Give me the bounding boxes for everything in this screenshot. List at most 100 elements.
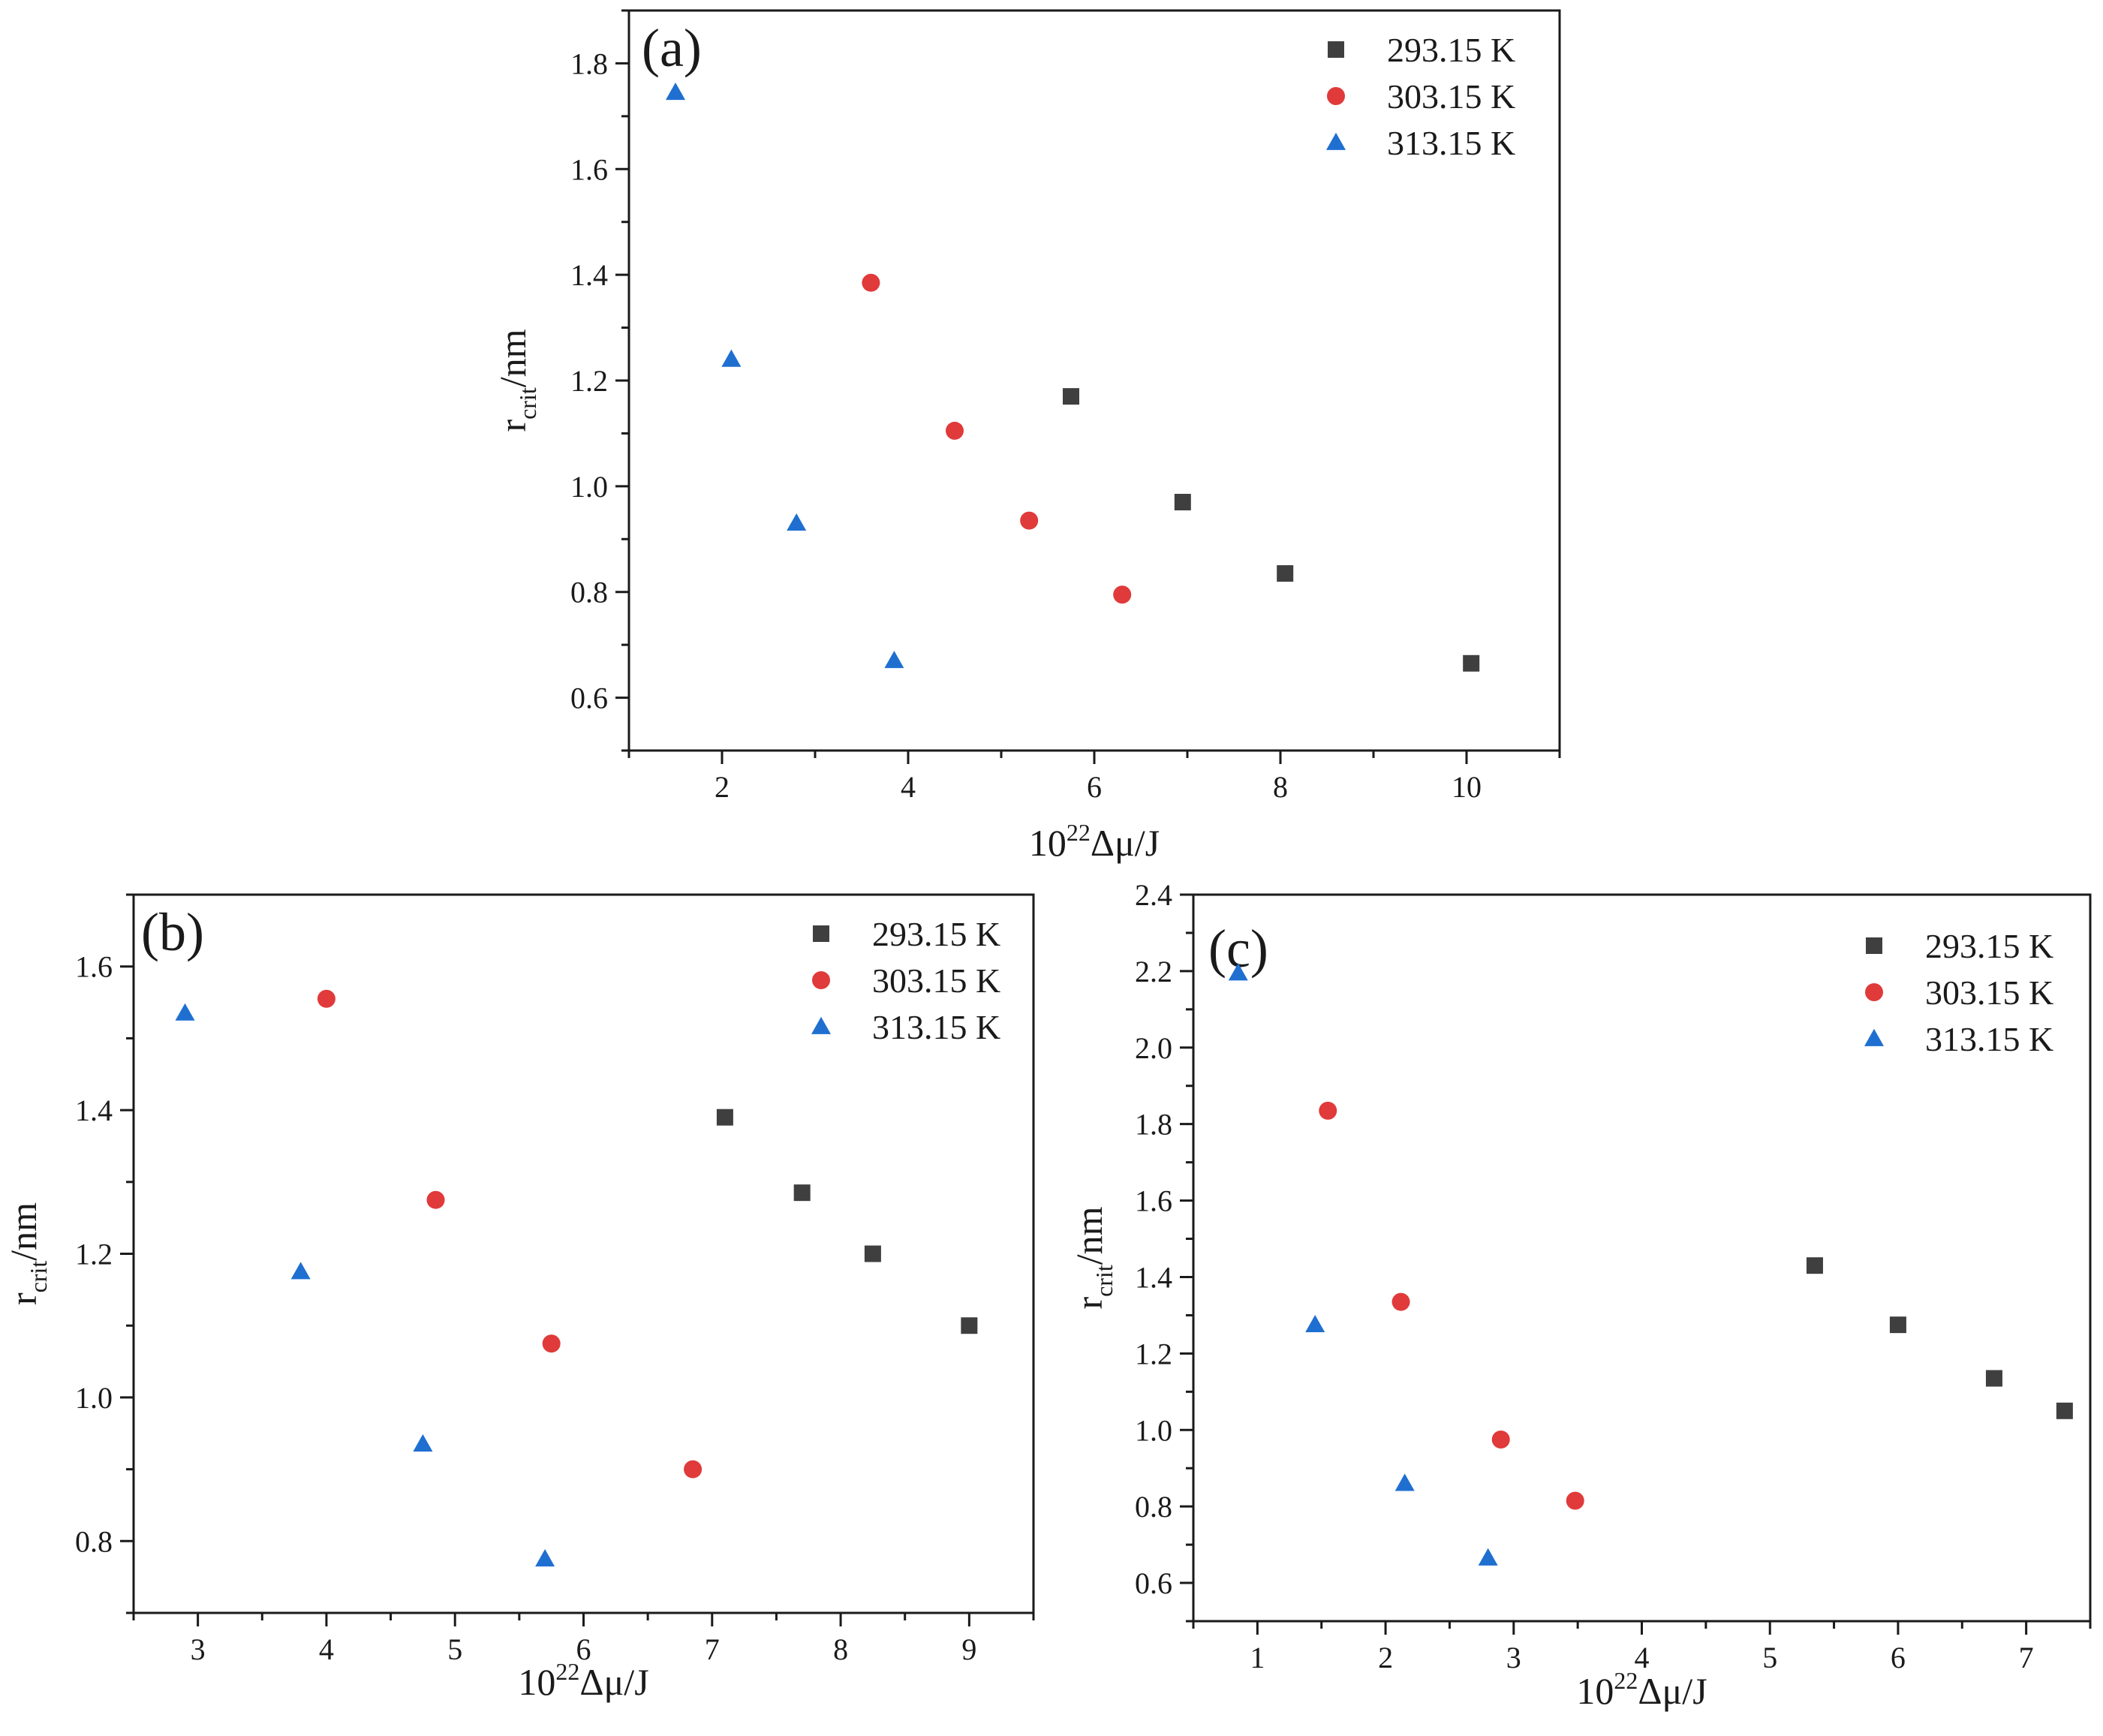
data-point bbox=[666, 82, 685, 101]
legend: 293.15 K 303.15 K 313.15 K bbox=[811, 915, 1000, 1046]
plot-frame bbox=[627, 9, 1561, 752]
data-point bbox=[317, 989, 335, 1008]
legend-label: 303.15 K bbox=[1925, 973, 2053, 1012]
y-tick-label: 1.2 bbox=[570, 364, 608, 398]
legend-label: 313.15 K bbox=[1925, 1020, 2053, 1058]
x-axis-label: 1022Δμ/J bbox=[1029, 819, 1160, 864]
data-point bbox=[413, 1434, 433, 1452]
data-point bbox=[175, 1003, 195, 1021]
data-point bbox=[1463, 654, 1480, 672]
data-point bbox=[1063, 388, 1079, 405]
data-point bbox=[1889, 1316, 1906, 1334]
legend-marker bbox=[813, 925, 829, 942]
data-point bbox=[864, 1245, 881, 1262]
legend-label: 293.15 K bbox=[1925, 927, 2053, 965]
data-point bbox=[1174, 493, 1191, 510]
y-tick-label: 2.0 bbox=[1135, 1031, 1172, 1065]
x-tick-label: 6 bbox=[1891, 1641, 1906, 1674]
data-point bbox=[426, 1190, 445, 1209]
panel-label: (a) bbox=[642, 18, 702, 78]
legend-marker bbox=[1328, 41, 1344, 58]
y-tick-label: 1.0 bbox=[1135, 1413, 1172, 1447]
data-point bbox=[1566, 1491, 1584, 1510]
x-tick-label: 8 bbox=[833, 1632, 848, 1666]
x-tick-label: 7 bbox=[2019, 1641, 2034, 1674]
x-tick-label: 4 bbox=[901, 770, 916, 804]
x-tick-label: 6 bbox=[1087, 770, 1102, 804]
y-tick-label: 0.8 bbox=[1135, 1490, 1172, 1524]
y-axis-label: rcrit/nm bbox=[2, 1202, 52, 1305]
data-point bbox=[1985, 1370, 2002, 1387]
y-tick-label: 1.2 bbox=[75, 1238, 113, 1271]
legend-label: 293.15 K bbox=[1387, 31, 1515, 69]
legend: 293.15 K 303.15 K 313.15 K bbox=[1326, 31, 1515, 162]
x-tick-label: 3 bbox=[191, 1632, 206, 1666]
data-point bbox=[1305, 1314, 1325, 1333]
legend-marker bbox=[1326, 132, 1346, 150]
plot-frame bbox=[132, 893, 1035, 1614]
x-tick-label: 7 bbox=[705, 1632, 720, 1666]
data-point bbox=[1394, 1473, 1415, 1491]
y-tick-label: 1.8 bbox=[1135, 1108, 1172, 1142]
data-point bbox=[946, 421, 964, 440]
legend-label: 293.15 K bbox=[872, 915, 1000, 953]
data-point bbox=[542, 1334, 561, 1353]
x-tick-label: 4 bbox=[1635, 1641, 1650, 1674]
y-tick-label: 2.2 bbox=[1135, 955, 1172, 988]
legend: 293.15 K 303.15 K 313.15 K bbox=[1864, 927, 2053, 1058]
x-tick-label: 5 bbox=[447, 1632, 462, 1666]
data-point bbox=[2056, 1402, 2073, 1419]
y-tick-label: 0.8 bbox=[570, 576, 608, 609]
legend-label: 313.15 K bbox=[872, 1008, 1000, 1046]
x-tick-label: 6 bbox=[576, 1632, 591, 1666]
data-point bbox=[793, 1184, 811, 1202]
data-point bbox=[884, 651, 904, 669]
x-tick-label: 1 bbox=[1250, 1641, 1265, 1674]
chart-panel-2: 1 2 3 4 5 6 7 0.6 0.8 1.0 1.2 1.4 1.6 1.8 2.0 2.2 2.4 102… bbox=[1068, 878, 2092, 1712]
legend-marker bbox=[1865, 983, 1883, 1001]
y-tick-label: 1.8 bbox=[570, 47, 608, 80]
x-tick-label: 5 bbox=[1762, 1641, 1777, 1674]
y-tick-label: 1.6 bbox=[1135, 1184, 1172, 1218]
chart-panel-0: 2 4 6 8 10 0.6 0.8 1.0 1.2 1.4 1.6 1.8 1022Δμ/J rcrit… bbox=[492, 9, 1561, 864]
x-tick-label: 4 bbox=[319, 1632, 334, 1666]
data-point bbox=[1391, 1292, 1410, 1311]
x-tick-label: 8 bbox=[1273, 770, 1288, 804]
y-tick-label: 1.6 bbox=[75, 950, 113, 984]
y-tick-label: 1.4 bbox=[75, 1094, 113, 1127]
data-point bbox=[1806, 1257, 1823, 1274]
data-point bbox=[1228, 963, 1248, 981]
x-tick-label: 2 bbox=[1378, 1641, 1393, 1674]
data-point bbox=[721, 349, 742, 367]
legend-marker bbox=[811, 1016, 831, 1034]
data-point bbox=[535, 1549, 555, 1567]
data-point bbox=[1020, 511, 1039, 530]
chart-panel-1: 3 4 5 6 7 8 9 0.8 1.0 1.2 1.4 1.6 1022Δμ/J rcrit/nm (b… bbox=[2, 893, 1035, 1703]
y-tick-label: 1.4 bbox=[1135, 1260, 1172, 1294]
data-point bbox=[290, 1262, 311, 1280]
y-tick-label: 1.4 bbox=[570, 258, 608, 292]
y-axis-label: rcrit/nm bbox=[1068, 1206, 1118, 1309]
data-point bbox=[716, 1109, 733, 1126]
x-tick-label: 2 bbox=[715, 770, 730, 804]
x-tick-label: 10 bbox=[1452, 770, 1482, 804]
data-point bbox=[1478, 1548, 1498, 1566]
data-point bbox=[961, 1317, 978, 1334]
y-tick-label: 2.4 bbox=[1135, 878, 1172, 912]
legend-label: 313.15 K bbox=[1387, 124, 1515, 162]
legend-marker bbox=[1864, 1028, 1884, 1046]
data-point bbox=[684, 1460, 703, 1479]
data-point bbox=[787, 513, 807, 531]
x-axis-label: 1022Δμ/J bbox=[1576, 1667, 1707, 1712]
y-tick-label: 1.2 bbox=[1135, 1337, 1172, 1370]
legend-label: 303.15 K bbox=[872, 961, 1000, 1000]
data-point bbox=[1319, 1101, 1337, 1120]
legend-marker bbox=[812, 971, 830, 989]
data-point bbox=[1277, 565, 1294, 582]
x-axis-label: 1022Δμ/J bbox=[518, 1658, 648, 1703]
legend-label: 303.15 K bbox=[1387, 77, 1515, 116]
y-tick-label: 0.6 bbox=[1135, 1566, 1172, 1600]
x-tick-label: 9 bbox=[961, 1632, 976, 1666]
y-tick-label: 1.0 bbox=[75, 1381, 113, 1415]
legend-marker bbox=[1866, 937, 1882, 954]
